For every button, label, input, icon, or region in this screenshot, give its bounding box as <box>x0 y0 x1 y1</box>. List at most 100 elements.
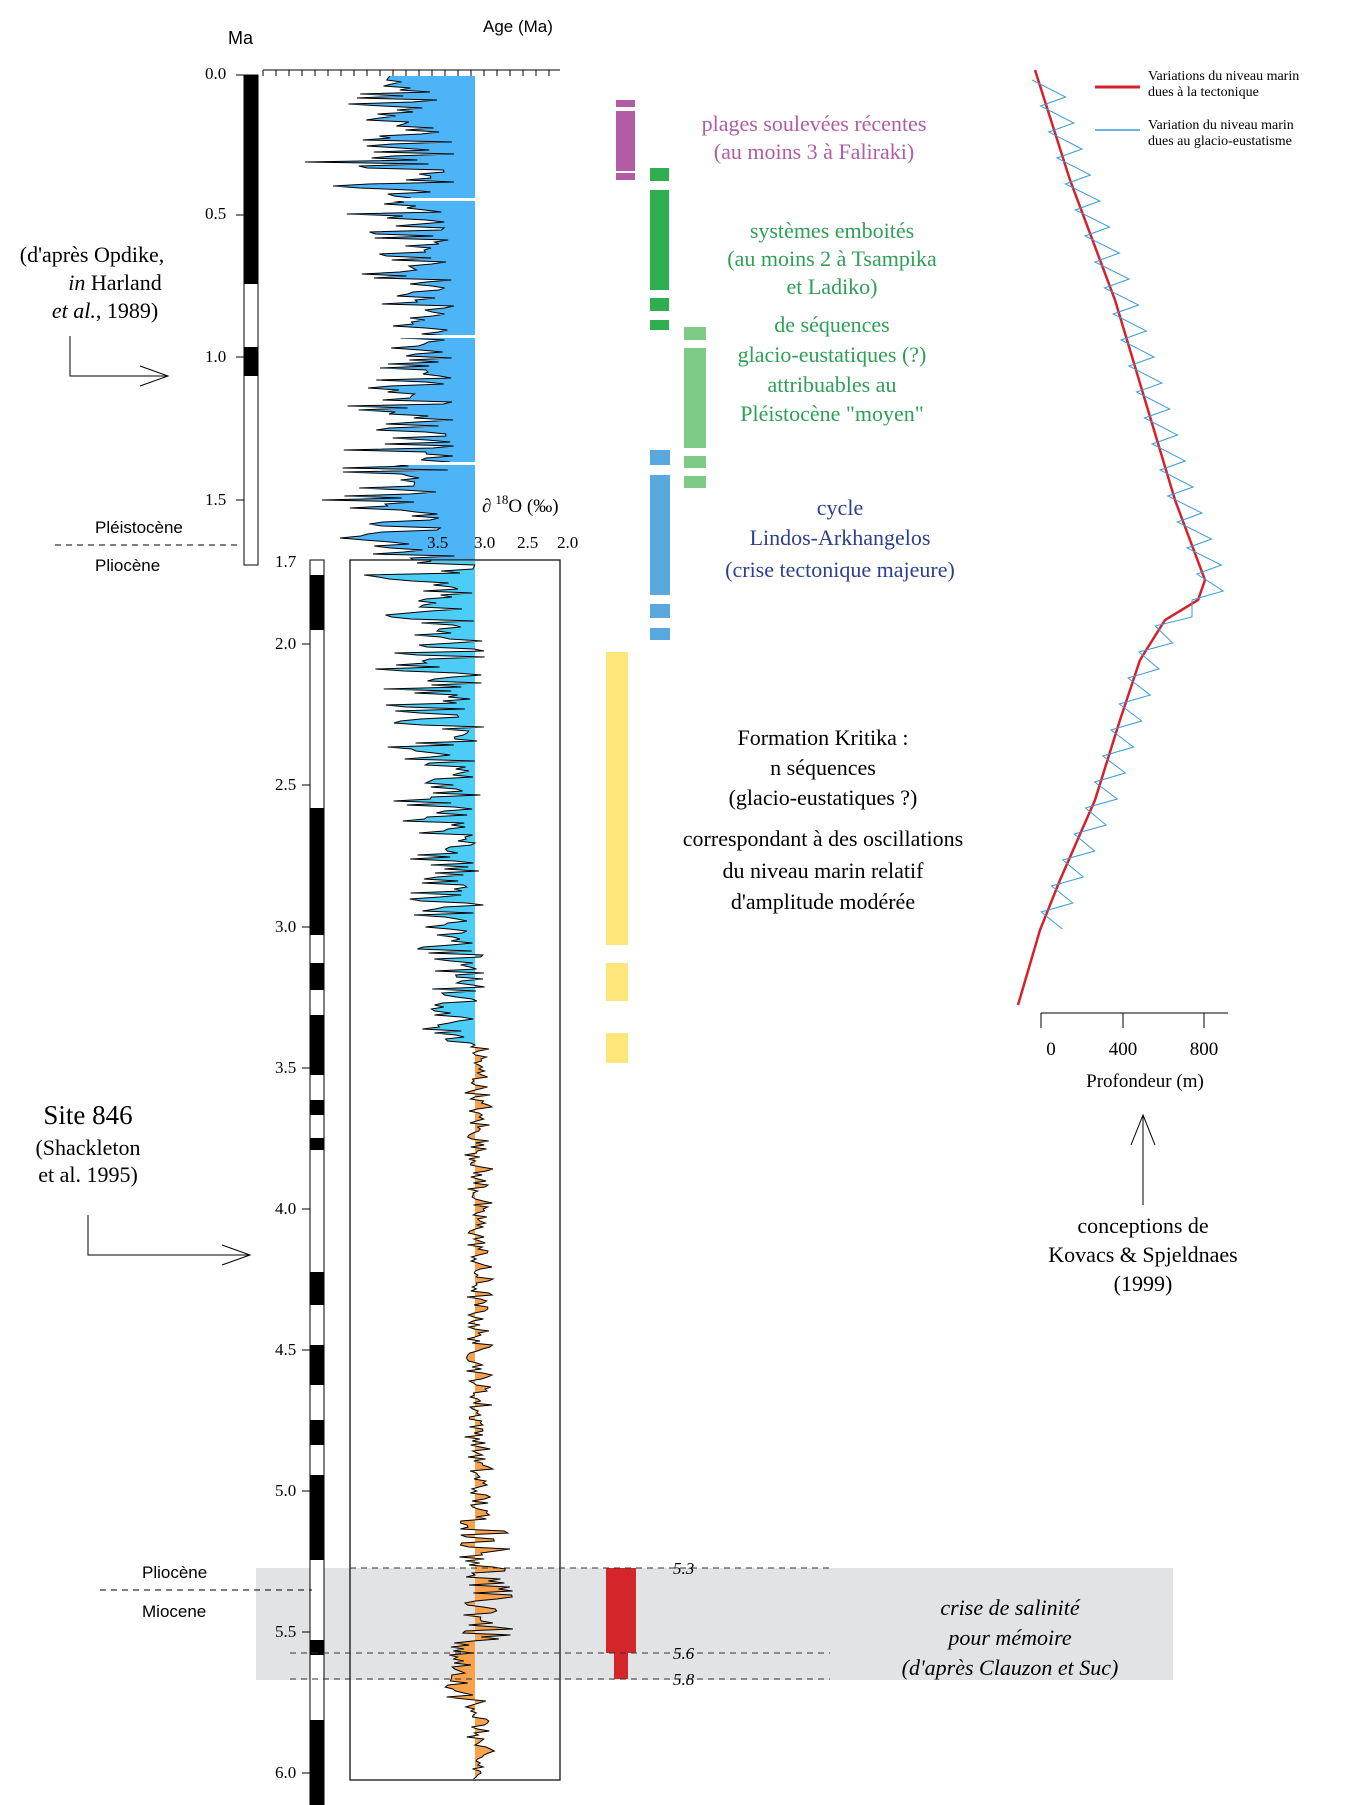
salinity-line1: crise de salinité <box>940 1595 1081 1620</box>
core-gap <box>380 198 480 201</box>
cycle-line1: cycle <box>817 495 863 520</box>
depth-tick-0: 0 <box>1046 1039 1056 1060</box>
legend-tectonic-line2: dues à la tectonique <box>1148 85 1259 100</box>
tick-label-4-0: 4.0 <box>275 1199 296 1218</box>
kovacs-credit-line1: conceptions de <box>1077 1213 1208 1238</box>
legend-tectonic-line1: Variations du niveau marin <box>1148 69 1299 84</box>
lower-age-ticks: 2.0 2.5 3.0 3.5 4.0 4.5 5.0 5.5 6.0 <box>275 634 296 1782</box>
cycle-annotation: cycle Lindos-Arkhangelos (crise tectoniq… <box>725 495 955 582</box>
blue-range-bar <box>650 450 670 640</box>
top-axis-ticks <box>262 70 550 76</box>
lower-fill-orange <box>445 1045 513 1780</box>
polarity-frame <box>309 559 325 1805</box>
kritika-line5: du niveau marin relatif <box>723 858 925 883</box>
tick-label-2-5: 2.5 <box>275 775 296 794</box>
depth-tick-800: 800 <box>1190 1039 1219 1060</box>
tick-label-2-0: 2.0 <box>275 634 296 653</box>
normal-polarity-chron <box>310 575 324 630</box>
depth-axis-label: Profondeur (m) <box>1086 1071 1204 1092</box>
systemes-line7: Pléistocène "moyen" <box>740 401 924 426</box>
upper-age-ticks: 0.0 0.5 1.0 1.5 1.7 <box>205 64 297 571</box>
site846-line2: (Shackleton <box>35 1135 140 1160</box>
systemes-line5: glacio-eustatiques (?) <box>738 342 927 367</box>
upper-fill <box>305 76 475 560</box>
normal-polarity-chron <box>310 1640 324 1655</box>
site846-arrow <box>87 1215 252 1266</box>
systemes-line6: attribuables au <box>768 372 897 397</box>
core-gap <box>380 335 480 338</box>
ma-label: Ma <box>228 28 254 48</box>
kovacs-credit-line2: Kovacs & Spjeldnaes <box>1048 1242 1237 1267</box>
plages-line1: plages soulevées récentes <box>702 111 927 136</box>
tick-label-4-5: 4.5 <box>275 1340 296 1359</box>
tick-label-6-0: 6.0 <box>275 1763 296 1782</box>
age-label: Age (Ma) <box>483 17 553 36</box>
tick-label-5-0: 5.0 <box>275 1481 296 1500</box>
tick-label-3-5: 3.5 <box>275 1058 296 1077</box>
tick-label-0-0: 0.0 <box>205 64 226 83</box>
salinity-annotation: crise de salinité pour mémoire (d'après … <box>902 1595 1119 1680</box>
green-light-range-bar <box>684 327 706 488</box>
systemes-line4: de séquences <box>774 312 889 337</box>
tick-label-0-5: 0.5 <box>205 204 226 223</box>
normal-polarity-chron <box>310 1015 324 1075</box>
normal-polarity-chron <box>310 963 324 990</box>
delta18o-scale-3-5: 3.5 <box>427 533 448 552</box>
opdike-arrow <box>69 336 170 387</box>
kovacs-arrow <box>1130 1113 1156 1205</box>
kovacs-credit: conceptions de Kovacs & Spjeldnaes (1999… <box>1048 1213 1237 1296</box>
legend-glacio-line2: dues au glacio-eustatisme <box>1148 134 1292 149</box>
salinity-age-5-8: 5.8 <box>673 1670 695 1689</box>
salinity-age-5-6: 5.6 <box>673 1644 695 1663</box>
systemes-line1: systèmes emboités <box>750 218 914 243</box>
cycle-line2: Lindos-Arkhangelos <box>750 525 931 550</box>
glacio-eustatic-sawtooth <box>1031 79 1225 930</box>
tick-label-5-5: 5.5 <box>275 1622 296 1641</box>
pleistocene-label: Pléistocène <box>95 518 183 537</box>
delta18o-scale-2-5: 2.5 <box>517 533 538 552</box>
normal-polarity-chron <box>310 1420 324 1445</box>
legend-glacio-line1: Variation du niveau marin <box>1148 118 1294 133</box>
yellow-range-bar <box>606 652 628 1063</box>
kritika-line1: Formation Kritika : <box>737 725 908 750</box>
lower-line <box>364 560 513 1780</box>
normal-polarity-chron <box>244 347 258 376</box>
cycle-line3: (crise tectonique majeure) <box>725 557 955 582</box>
normal-polarity-chron <box>310 1138 324 1150</box>
salinity-age-5-3: 5.3 <box>673 1559 694 1578</box>
delta18o-scale-3-0: 3.0 <box>474 533 495 552</box>
delta18o-scale-2-0: 2.0 <box>557 533 578 552</box>
kritika-line4: correspondant à des oscillations <box>683 826 963 851</box>
normal-polarity-chron <box>310 1100 324 1115</box>
normal-polarity-chron <box>310 1475 324 1560</box>
kritika-line2: n séquences <box>770 755 876 780</box>
plages-line2: (au moins 3 à Faliraki) <box>714 139 914 164</box>
tick-label-1-5: 1.5 <box>205 490 226 509</box>
upper-isotope-curve <box>304 75 480 561</box>
kritika-line3: (glacio-eustatiques ?) <box>729 785 918 810</box>
kritika-annotation: Formation Kritika : n séquences (glacio-… <box>683 725 963 914</box>
upper-line <box>304 75 455 561</box>
opdike-line1: (d'après Opdike, <box>20 242 164 267</box>
lower-curve-frame <box>349 559 561 1781</box>
tick-label-3-0: 3.0 <box>275 917 296 936</box>
normal-polarity-chron <box>310 1272 324 1305</box>
depth-tick-400: 400 <box>1109 1039 1138 1060</box>
lower-polarity-column <box>302 559 325 1805</box>
normal-polarity-chron <box>310 808 324 935</box>
systemes-line3: et Ladiko) <box>786 274 877 299</box>
salinity-line2: pour mémoire <box>946 1625 1071 1650</box>
systemes-annotation: systèmes emboités (au moins 2 à Tsampika… <box>727 218 937 426</box>
opdike-credit: (d'après Opdike, in Harland et al., 1989… <box>20 242 164 323</box>
normal-polarity-chron <box>244 75 258 284</box>
magenta-range-bar <box>616 100 635 180</box>
kovacs-depth-axis: 0 400 800 Profondeur (m) <box>1040 1012 1228 1092</box>
normal-polarity-chron <box>310 1345 324 1385</box>
tick-label-1-7: 1.7 <box>275 552 297 571</box>
lower-isotope-curve <box>364 560 513 1780</box>
normal-polarity-chron <box>310 1720 324 1805</box>
miocene-label: Miocene <box>142 1602 206 1621</box>
salinity-age-labels: 5.3 5.6 5.8 <box>673 1559 695 1689</box>
salinity-crisis-band <box>256 1568 1173 1680</box>
